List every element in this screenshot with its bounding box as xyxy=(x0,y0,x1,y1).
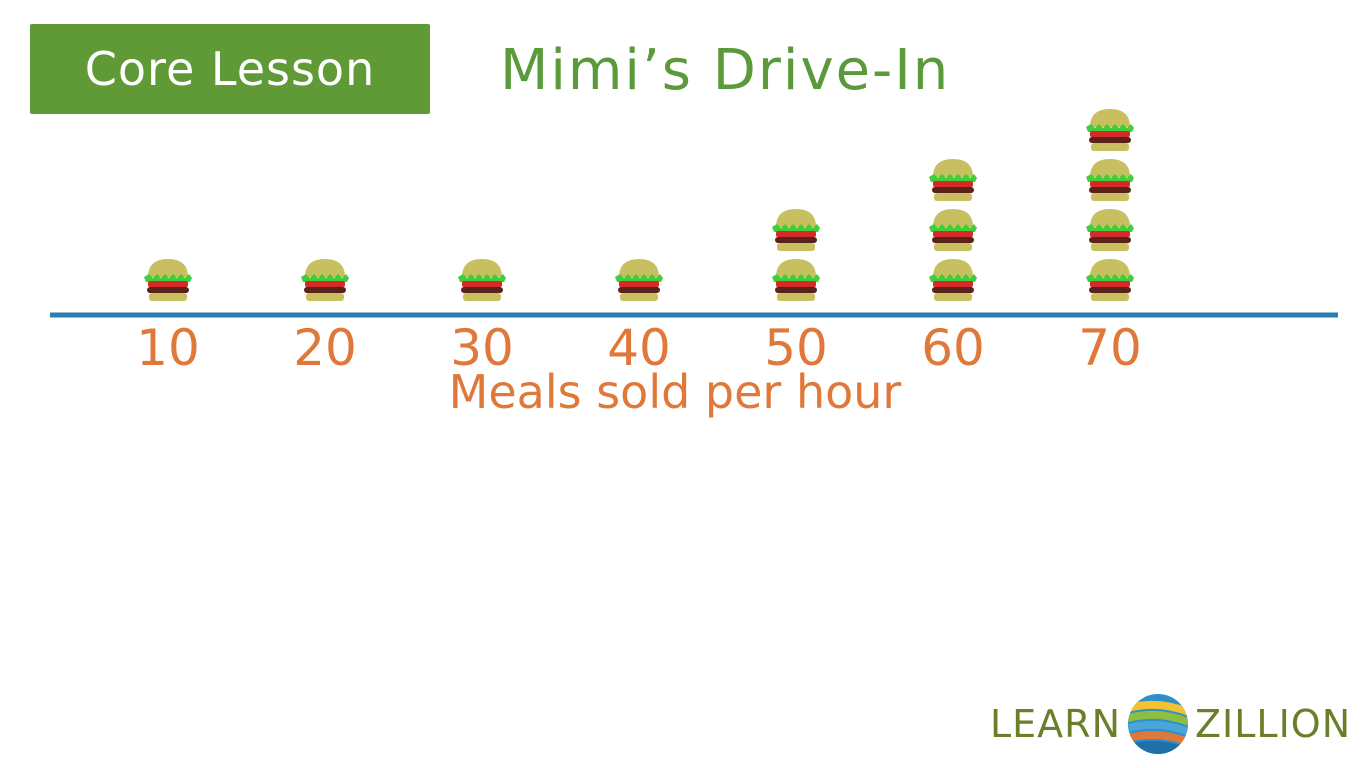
hamburger-icon xyxy=(144,259,192,301)
chart-title: Mimi’s Drive-In xyxy=(500,38,951,103)
hamburger-icon xyxy=(1086,259,1134,301)
x-tick-label: 50 xyxy=(764,319,828,377)
hamburger-icon xyxy=(772,209,820,251)
pictograph-chart: 10 20 30 40 50 60 70 Meals sold per hour xyxy=(50,109,1338,419)
core-lesson-label: Core Lesson xyxy=(84,42,376,96)
hamburger-icon xyxy=(1086,209,1134,251)
learnzillion-logo: LEARN ZILLION xyxy=(990,688,1350,760)
x-tick-label: 60 xyxy=(921,319,985,377)
hamburger-icon xyxy=(772,259,820,301)
hamburger-icon xyxy=(929,259,977,301)
learnzillion-logo-icon xyxy=(1128,694,1189,754)
hamburger-icon xyxy=(1086,109,1134,151)
logo-text-learn: LEARN xyxy=(990,702,1122,746)
x-axis-label: Meals sold per hour xyxy=(449,365,902,419)
x-tick-label: 10 xyxy=(136,319,200,377)
x-tick-label: 70 xyxy=(1078,319,1142,377)
hamburger-icon xyxy=(615,259,663,301)
core-lesson-badge: Core Lesson xyxy=(30,24,430,114)
hamburger-icon xyxy=(301,259,349,301)
logo-text-zillion: ZILLION xyxy=(1195,702,1352,746)
x-tick-label: 30 xyxy=(450,319,514,377)
hamburger-icon xyxy=(929,159,977,201)
hamburger-icon xyxy=(929,209,977,251)
hamburger-icon xyxy=(1086,159,1134,201)
hamburger-icon xyxy=(458,259,506,301)
x-tick-label: 20 xyxy=(293,319,357,377)
x-tick-label: 40 xyxy=(607,319,671,377)
